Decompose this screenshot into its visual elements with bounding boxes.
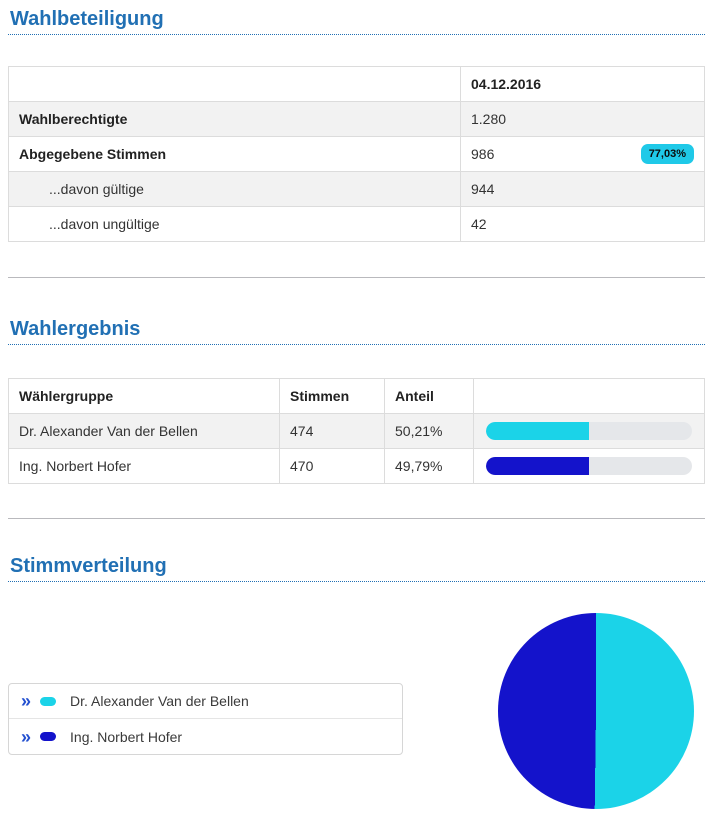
section-divider — [8, 518, 705, 519]
share-bar-track — [486, 457, 692, 475]
row-value: 1.280 — [460, 101, 705, 137]
row-label: ...davon ungültige — [8, 206, 461, 242]
legend-item-hofer[interactable]: » Ing. Norbert Hofer — [9, 719, 402, 754]
table-row: Abgegebene Stimmen 986 77,03% — [8, 136, 705, 172]
legend-color-dot — [40, 696, 57, 706]
table-row: Ing. Norbert Hofer 470 49,79% — [8, 448, 705, 484]
section-divider — [8, 277, 705, 278]
table-row: ...davon gültige 944 — [8, 171, 705, 207]
row-value: 986 — [471, 146, 495, 162]
row-label: ...davon gültige — [8, 171, 461, 207]
row-value: 42 — [460, 206, 705, 242]
table-row: Dr. Alexander Van der Bellen 474 50,21% — [8, 413, 705, 449]
column-header-share: Anteil — [384, 378, 474, 414]
double-chevron-icon: » — [21, 691, 32, 711]
results-table: Wählergruppe Stimmen Anteil Dr. Alexande… — [8, 378, 705, 484]
legend-label: Dr. Alexander Van der Bellen — [70, 693, 249, 709]
table-header-row: 04.12.2016 — [8, 66, 705, 102]
vote-distribution-chart-area: » Dr. Alexander Van der Bellen » Ing. No… — [8, 582, 705, 819]
share-bar-cell — [473, 448, 705, 484]
double-chevron-icon: » — [21, 726, 32, 747]
table-row: Wahlberechtigte 1.280 — [8, 101, 705, 137]
legend-label: Ing. Norbert Hofer — [70, 728, 183, 745]
row-value: 944 — [460, 171, 705, 207]
candidate-share: 50,21% — [384, 413, 474, 449]
row-value-with-badge: 986 77,03% — [460, 136, 705, 172]
date-header-cell: 04.12.2016 — [460, 66, 705, 102]
candidate-share: 49,79% — [384, 448, 474, 484]
column-header-votes: Stimmen — [279, 378, 385, 414]
candidate-name: Dr. Alexander Van der Bellen — [8, 413, 280, 449]
share-bar-fill — [486, 457, 589, 475]
pie-legend: » Dr. Alexander Van der Bellen » Ing. No… — [8, 683, 403, 755]
vote-distribution-pie-chart — [498, 613, 694, 809]
table-row: ...davon ungültige 42 — [8, 206, 705, 242]
section-title-results: Wahlergebnis — [8, 318, 705, 345]
section-title-participation: Wahlbeteiligung — [8, 8, 705, 35]
empty-header-cell — [8, 66, 461, 102]
candidate-votes: 470 — [279, 448, 385, 484]
participation-table: 04.12.2016 Wahlberechtigte 1.280 Abgegeb… — [8, 66, 705, 242]
candidate-votes: 474 — [279, 413, 385, 449]
row-label: Abgegebene Stimmen — [8, 136, 461, 172]
legend-color-dot — [40, 732, 57, 741]
candidate-name: Ing. Norbert Hofer — [8, 448, 280, 484]
section-title-distribution: Stimmverteilung — [8, 555, 705, 582]
turnout-percentage-badge: 77,03% — [640, 144, 694, 164]
share-bar-fill — [486, 422, 590, 440]
table-header-row: Wählergruppe Stimmen Anteil — [8, 378, 705, 414]
column-header-bar — [473, 378, 705, 414]
share-bar-track — [486, 422, 692, 440]
column-header-group: Wählergruppe — [8, 378, 280, 414]
share-bar-cell — [473, 413, 705, 449]
legend-item-van-der-bellen[interactable]: » Dr. Alexander Van der Bellen — [9, 684, 402, 719]
row-label: Wahlberechtigte — [8, 101, 461, 137]
